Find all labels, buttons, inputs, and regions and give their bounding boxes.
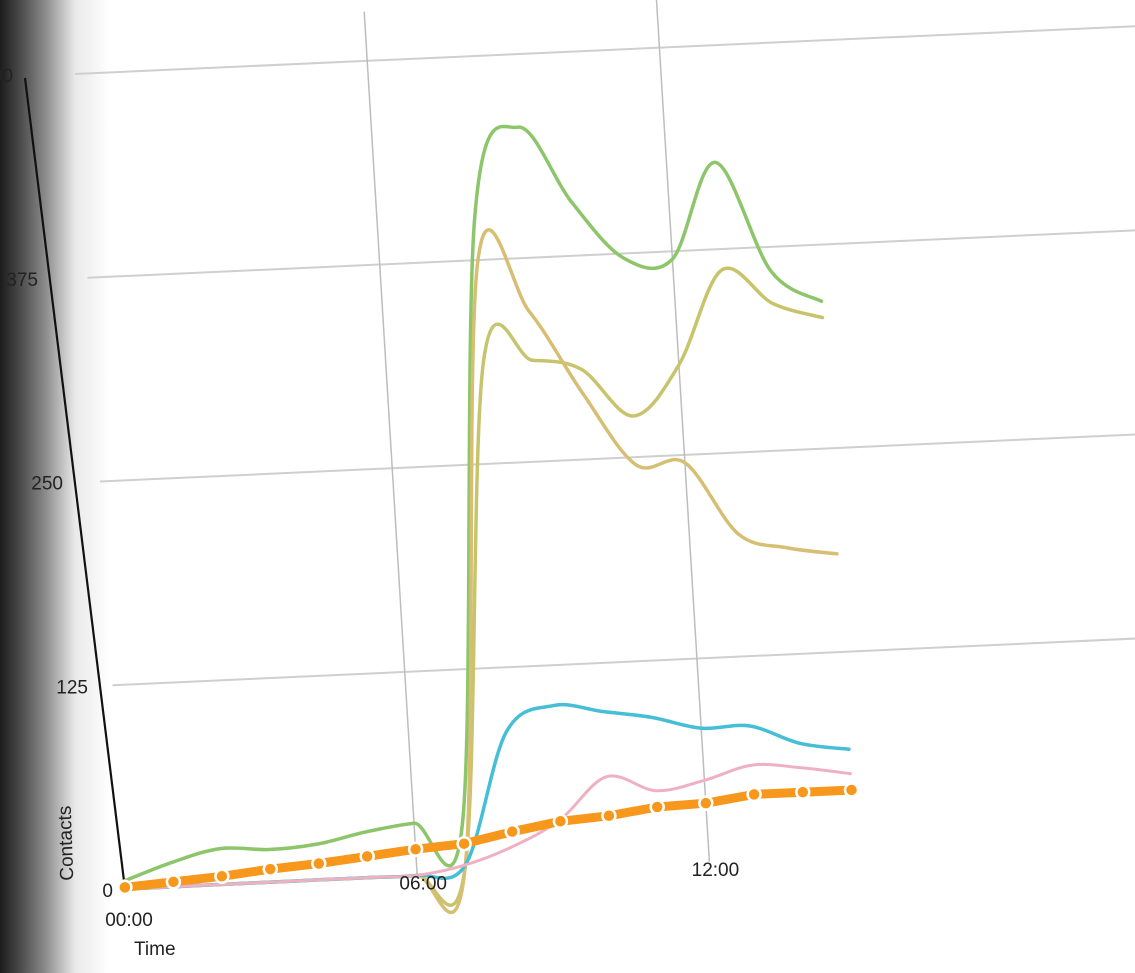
series-line-5 xyxy=(123,762,852,891)
series-line-1 xyxy=(122,124,824,883)
y-tick-label: 125 xyxy=(56,677,88,698)
x-gridline xyxy=(655,0,711,862)
x-gridlines xyxy=(363,0,711,876)
series-point xyxy=(843,782,860,798)
series-point xyxy=(552,813,569,830)
y-axis-title: Contacts xyxy=(55,805,79,881)
series-point xyxy=(698,795,714,811)
y-gridline xyxy=(112,637,1135,687)
series-group xyxy=(117,124,860,915)
series-line-3 xyxy=(123,228,839,915)
series-point xyxy=(117,879,133,896)
y-gridlines xyxy=(74,25,1135,687)
x-tick-label: 06:00 xyxy=(399,873,447,894)
x-tick-labels: 00:00 06:00 12:00 xyxy=(105,860,739,931)
x-tick-label: 00:00 xyxy=(105,910,153,931)
x-tick-label: 12:00 xyxy=(692,860,740,881)
series-point xyxy=(359,848,375,865)
y-axis xyxy=(23,77,127,890)
series-point xyxy=(407,841,424,857)
x-gridline xyxy=(363,11,418,876)
y-axis-line xyxy=(23,77,127,890)
series-point xyxy=(746,786,762,803)
series-point xyxy=(214,868,230,885)
series-point xyxy=(456,835,472,852)
y-tick-label: 375 xyxy=(6,270,38,291)
series-point xyxy=(795,784,811,800)
series-line-7 xyxy=(120,785,856,892)
series-point xyxy=(504,823,520,840)
y-gridline xyxy=(74,25,1135,75)
y-tick-label: 500 xyxy=(0,66,13,87)
x-axis-title: Time xyxy=(134,939,176,960)
series-point xyxy=(262,861,279,877)
series-point xyxy=(165,874,182,890)
y-tick-label: 0 xyxy=(102,881,113,902)
y-tick-label: 250 xyxy=(31,474,63,495)
y-tick-labels: 0 125 250 375 500 xyxy=(0,66,113,902)
y-gridline xyxy=(87,229,1135,279)
series-point xyxy=(311,855,327,872)
y-gridline xyxy=(99,433,1135,483)
series-point xyxy=(649,799,665,815)
series-point xyxy=(601,808,617,824)
